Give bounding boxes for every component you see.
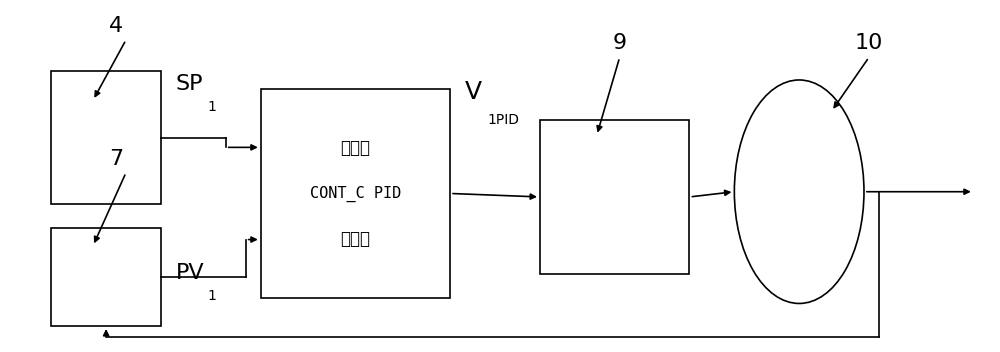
Text: PV: PV	[176, 263, 205, 283]
Text: CONT_C PID: CONT_C PID	[310, 186, 401, 202]
Bar	[261, 89, 450, 298]
Text: 7: 7	[109, 149, 123, 169]
Bar	[51, 71, 161, 204]
Text: 10: 10	[855, 33, 883, 53]
Text: 9: 9	[613, 33, 627, 53]
Bar	[540, 120, 689, 274]
Text: 连续性: 连续性	[340, 139, 370, 157]
Text: 1: 1	[208, 289, 217, 303]
Ellipse shape	[734, 80, 864, 303]
Text: V: V	[465, 80, 482, 104]
Text: 4: 4	[109, 16, 123, 36]
Bar	[51, 228, 161, 326]
Text: 1PID: 1PID	[487, 113, 519, 127]
Text: 计算块: 计算块	[340, 230, 370, 248]
Text: 1: 1	[208, 100, 217, 114]
Text: SP: SP	[176, 74, 203, 94]
